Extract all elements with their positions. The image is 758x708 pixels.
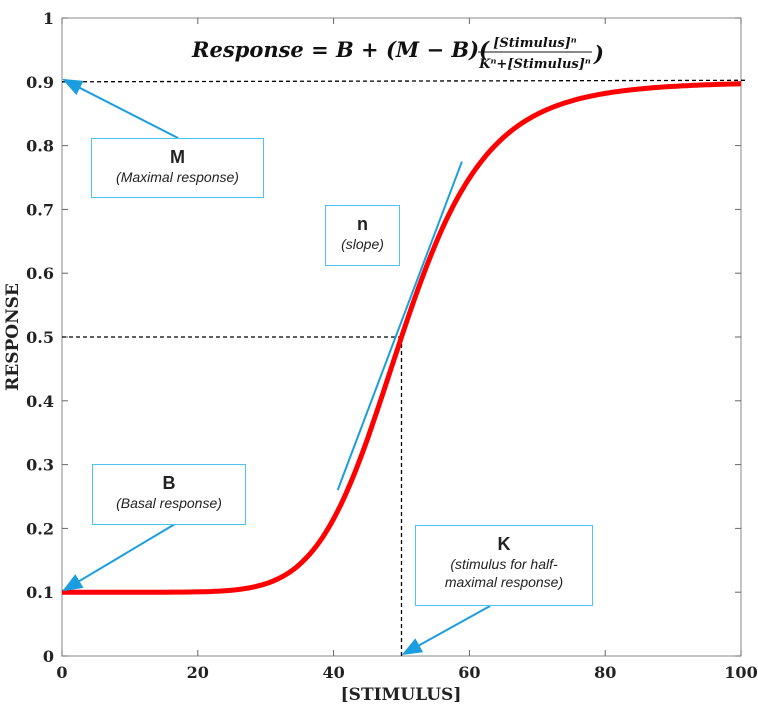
annotation-k: K (stimulus for half-maximal response)	[415, 525, 593, 606]
y-tick-label: 0.4	[26, 392, 54, 411]
x-tick-label: 40	[322, 663, 344, 682]
slope-tangent-line	[336, 161, 463, 491]
y-tick-label: 0.5	[26, 328, 54, 347]
y-tick-label: 0.8	[26, 137, 54, 156]
svg-text:): )	[593, 41, 604, 66]
y-axis-label: RESPONSE	[3, 283, 23, 391]
svg-text:[Stimulus]ⁿ: [Stimulus]ⁿ	[493, 36, 577, 51]
annotation-subtitle: (slope)	[341, 236, 384, 252]
annotation-n: n (slope)	[325, 205, 400, 266]
y-tick-label: 0.7	[26, 200, 54, 219]
y-tick-label: 0	[43, 647, 54, 666]
y-tick-label: 0.2	[26, 519, 54, 538]
annotation-subtitle: (Maximal response)	[116, 169, 239, 185]
x-tick-label: 80	[594, 663, 616, 682]
annotation-title: n	[357, 214, 368, 234]
x-tick-label: 0	[56, 663, 67, 682]
y-tick-label: 0.3	[26, 456, 54, 475]
y-tick-label: 0.9	[26, 73, 54, 92]
x-tick-label: 20	[187, 663, 209, 682]
formula: Response = B + (M − B)( [Stimulus]ⁿ Kⁿ+[…	[191, 36, 604, 72]
annotation-arrow	[401, 605, 491, 655]
x-tick-label: 100	[724, 663, 757, 682]
y-tick-label: 1	[43, 9, 54, 28]
annotation-arrow	[62, 523, 176, 592]
x-tick-label: 60	[458, 663, 480, 682]
annotation-title: M	[170, 147, 185, 167]
x-axis-label: [STIMULUS]	[341, 685, 462, 705]
annotation-subtitle: (stimulus for half-maximal response)	[444, 556, 564, 590]
svg-text:Response = B + (M − B)(: Response = B + (M − B)(	[191, 37, 490, 62]
y-tick-label: 0.1	[26, 583, 54, 602]
max-response-line	[61, 79, 747, 83]
annotation-subtitle: (Basal response)	[116, 495, 222, 511]
annotation-m: M (Maximal response)	[91, 138, 264, 198]
annotation-b: B (Basal response)	[92, 464, 246, 525]
y-tick-label: 0.6	[26, 264, 54, 283]
annotation-title: K	[497, 534, 511, 554]
annotation-title: B	[162, 473, 176, 493]
svg-text:Kⁿ+[Stimulus]ⁿ: Kⁿ+[Stimulus]ⁿ	[478, 57, 591, 72]
response-curve	[62, 81, 742, 595]
annotation-arrow	[62, 78, 179, 139]
